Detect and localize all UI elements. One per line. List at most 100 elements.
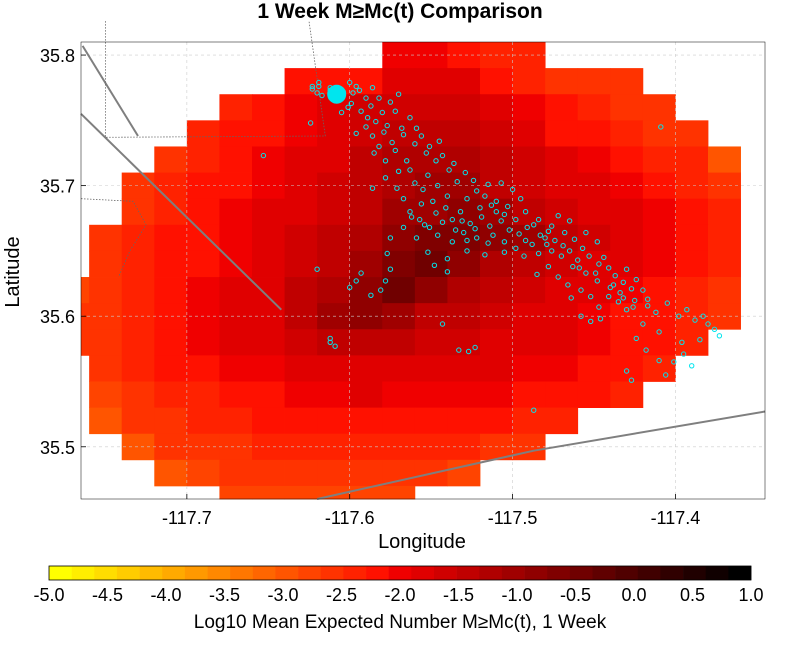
- heatmap-cell: [447, 329, 481, 356]
- colorbar: [48, 565, 752, 581]
- heatmap-cell: [284, 68, 318, 95]
- earthquake-marker: [418, 201, 425, 207]
- heatmap-cell: [154, 224, 188, 252]
- heatmap-cell: [349, 250, 383, 278]
- heatmap-cell: [186, 277, 220, 304]
- earthquake-marker: [454, 179, 460, 185]
- heatmap-cell: [545, 94, 579, 121]
- heatmap-cell: [252, 94, 285, 121]
- earthquake-marker: [413, 125, 420, 131]
- heatmap-cell: [675, 277, 709, 304]
- earthquake-marker: [368, 103, 374, 109]
- heatmap-cell: [480, 407, 513, 435]
- colorbar-swatch: [524, 566, 548, 580]
- earthquake-marker: [435, 232, 441, 238]
- y-tick-label: 35.8: [40, 46, 75, 66]
- heatmap-cell: [349, 459, 383, 487]
- heatmap-cell: [252, 120, 285, 147]
- heatmap-cell: [154, 250, 188, 278]
- x-tick-label: -117.6: [325, 508, 375, 528]
- heatmap-cell: [317, 329, 351, 356]
- heatmap-cell: [219, 459, 253, 487]
- earthquake-marker: [537, 232, 543, 238]
- heatmap-cell: [414, 94, 448, 121]
- earthquake-marker: [307, 120, 314, 126]
- heatmap-cell: [219, 485, 253, 500]
- earthquake-marker: [617, 290, 623, 296]
- earthquake-marker: [545, 228, 552, 235]
- heatmap-cell: [219, 120, 253, 147]
- heatmap-cell: [154, 407, 188, 435]
- earthquake-marker: [348, 100, 354, 107]
- earthquake-marker: [347, 79, 353, 86]
- heatmap-cell: [154, 381, 188, 408]
- earthquake-marker: [381, 129, 387, 135]
- earthquake-marker: [462, 169, 468, 176]
- heatmap-cell: [675, 303, 709, 330]
- heatmap-cell: [708, 224, 741, 252]
- earthquake-marker: [570, 263, 576, 270]
- heatmap-cell: [512, 68, 546, 95]
- heatmap-cell: [121, 250, 155, 278]
- earthquake-marker: [467, 220, 473, 227]
- earthquake-marker: [353, 130, 359, 137]
- earthquake-marker: [620, 279, 626, 285]
- earthquake-marker: [456, 347, 462, 353]
- heatmap-cell: [577, 146, 611, 173]
- earthquake-marker: [392, 147, 398, 154]
- heatmap-cell: [154, 355, 188, 382]
- earthquake-marker: [387, 235, 394, 241]
- earthquake-marker: [430, 198, 436, 205]
- heatmap-cell: [577, 198, 611, 226]
- fault-line: [81, 45, 139, 137]
- earthquake-marker: [628, 377, 635, 383]
- earthquake-marker: [588, 318, 594, 325]
- earthquake-marker: [369, 185, 376, 191]
- plot-frame: [80, 41, 766, 500]
- earthquake-marker: [384, 250, 390, 257]
- colorbar-frame: [48, 565, 752, 581]
- earthquake-marker: [689, 363, 695, 369]
- colorbar-swatch: [660, 566, 684, 580]
- heatmap-cell: [382, 68, 416, 95]
- heatmap-cell: [382, 198, 416, 226]
- colorbar-swatch: [456, 566, 480, 580]
- colorbar-ticks: -5.0 -4.5 -4.0 -3.5 -3.0 -2.5 -2.0 -1.5 -1.0 -0.5…: [33, 585, 763, 605]
- heatmap-cell: [284, 485, 318, 500]
- heatmap-cell: [675, 172, 709, 200]
- heatmap-cell: [512, 381, 546, 408]
- earthquake-marker: [607, 284, 613, 291]
- earthquake-markers: [260, 79, 723, 413]
- earthquake-marker: [461, 229, 467, 236]
- heatmap-cell: [512, 146, 546, 173]
- earthquake-marker: [435, 182, 441, 189]
- earthquake-marker: [443, 205, 449, 211]
- heatmap-cell: [610, 146, 644, 173]
- earthquake-marker: [316, 79, 322, 86]
- heatmap-cell: [610, 329, 644, 356]
- earthquake-marker: [705, 321, 711, 327]
- colorbar-swatch: [366, 566, 389, 580]
- earthquake-marker: [353, 278, 359, 284]
- earthquake-marker: [633, 335, 639, 342]
- heatmap-cell: [219, 329, 253, 356]
- heatmap-cell: [480, 120, 513, 147]
- earthquake-marker: [716, 333, 723, 339]
- heatmap-cell: [447, 68, 481, 95]
- heatmap-cell: [447, 224, 481, 252]
- earthquake-marker: [477, 205, 483, 211]
- heatmap-cell: [121, 329, 155, 356]
- earthquake-marker: [420, 186, 426, 193]
- earthquake-marker: [423, 150, 429, 156]
- heatmap-cell: [382, 459, 416, 487]
- colorbar-swatch: [116, 566, 140, 580]
- earthquake-marker: [474, 188, 480, 194]
- heatmap-cell: [186, 120, 220, 147]
- x-axis-ticks: -117.7 -117.6 -117.5 -117.4: [162, 494, 700, 528]
- heatmap-cell: [512, 94, 546, 121]
- heatmap-cell: [317, 277, 351, 304]
- earthquake-marker: [478, 214, 485, 220]
- heatmap-cell: [675, 198, 709, 226]
- earthquake-marker: [583, 270, 589, 276]
